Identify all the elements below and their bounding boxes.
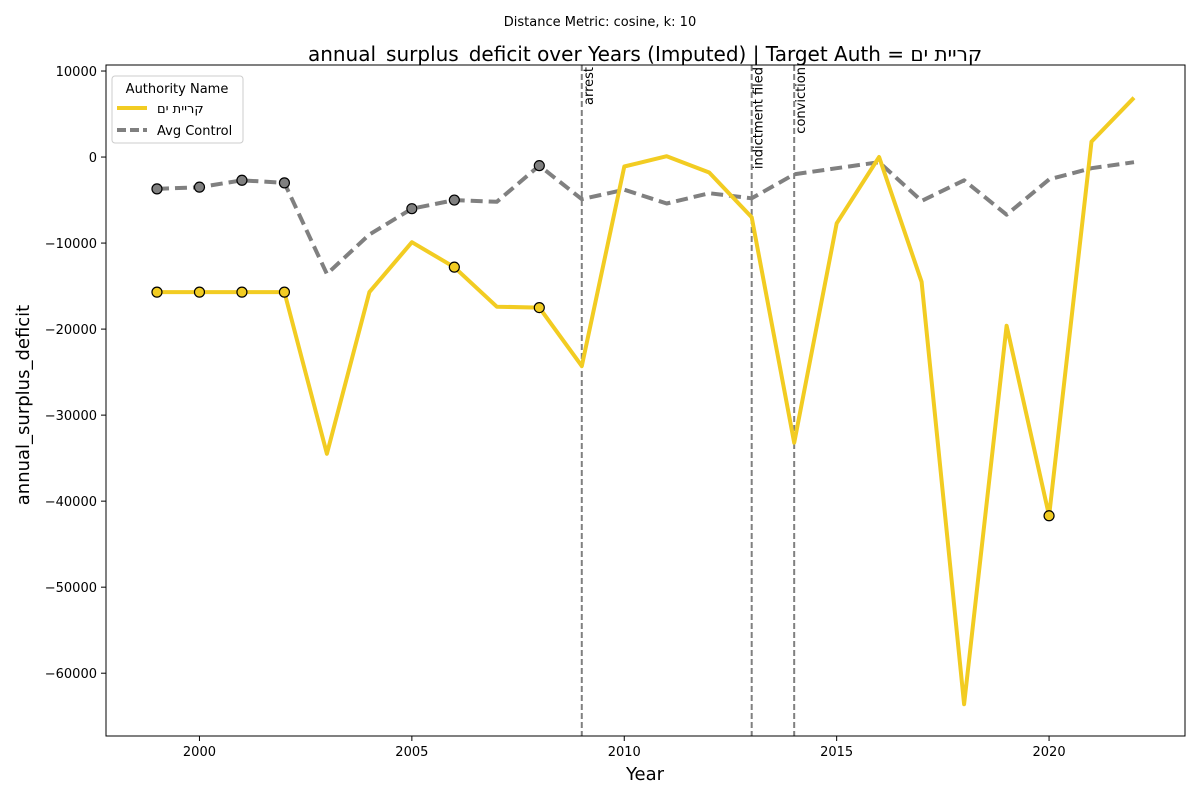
imputed-marker-0-1999 xyxy=(151,286,163,298)
imputed-marker-0-2000 xyxy=(193,286,206,298)
x-axis-label: Year xyxy=(625,764,665,785)
event-label-0: arrest xyxy=(582,67,597,105)
x-tick-label-2000: 2000 xyxy=(183,745,216,760)
legend: Authority Name קריית ים Avg Control xyxy=(111,75,244,144)
y-tick-label-7: −60000 xyxy=(45,667,97,682)
imputed-marker-1-2001 xyxy=(236,174,248,186)
series-line-1 xyxy=(156,160,1135,276)
imputed-marker-1-1999 xyxy=(151,183,163,195)
chart-title: annual_surplus_deficit over Years (Imput… xyxy=(308,42,982,66)
legend-label-control: Avg Control xyxy=(157,124,232,139)
x-tick-label-2015: 2015 xyxy=(820,745,853,760)
legend-box xyxy=(111,75,244,144)
y-tick-label-6: −50000 xyxy=(45,581,97,596)
imputed-marker-1-2005 xyxy=(406,203,418,215)
imputed-marker-0-2020 xyxy=(1043,510,1055,522)
event-lines: arrest indictment filed conviction xyxy=(580,65,809,736)
imputed-marker-1-2002 xyxy=(278,177,291,189)
chart-suptitle: Distance Metric: cosine, k: 10 xyxy=(504,15,696,30)
y-tick-label-2: −10000 xyxy=(45,237,97,252)
y-tick-label-0: 10000 xyxy=(56,65,97,80)
imputed-marker-0-2008 xyxy=(533,301,545,314)
imputed-marker-0-2002 xyxy=(278,286,291,298)
plot-area xyxy=(106,65,1185,736)
x-axis: 2000 2005 2010 2015 2020 xyxy=(183,736,1066,760)
series-line-0 xyxy=(157,96,1136,707)
y-axis: 10000 0 −10000 −20000 −30000 −40000 −50000 −600… xyxy=(45,65,106,682)
y-tick-label-4: −30000 xyxy=(45,409,97,424)
imputed-markers xyxy=(151,160,1055,522)
series-lines xyxy=(156,96,1136,707)
y-tick-label-1: 0 xyxy=(89,151,97,166)
imputed-marker-0-2001 xyxy=(236,286,248,298)
imputed-marker-1-2008 xyxy=(533,160,545,172)
event-label-1: indictment filed xyxy=(752,67,767,169)
x-tick-label-2020: 2020 xyxy=(1033,745,1066,760)
y-tick-label-5: −40000 xyxy=(45,495,97,510)
imputed-marker-1-2006 xyxy=(448,194,460,206)
x-tick-label-2010: 2010 xyxy=(608,745,641,760)
x-tick-label-2005: 2005 xyxy=(395,745,428,760)
event-label-2: conviction xyxy=(794,67,809,134)
imputed-marker-1-2000 xyxy=(193,181,206,193)
legend-title: Authority Name xyxy=(126,82,229,97)
plot-frame xyxy=(105,64,1186,737)
y-axis-label: annual_surplus_deficit xyxy=(13,305,34,505)
legend-label-target: קריית ים xyxy=(157,102,204,117)
imputed-marker-0-2006 xyxy=(448,261,460,273)
y-tick-label-3: −20000 xyxy=(45,323,97,338)
